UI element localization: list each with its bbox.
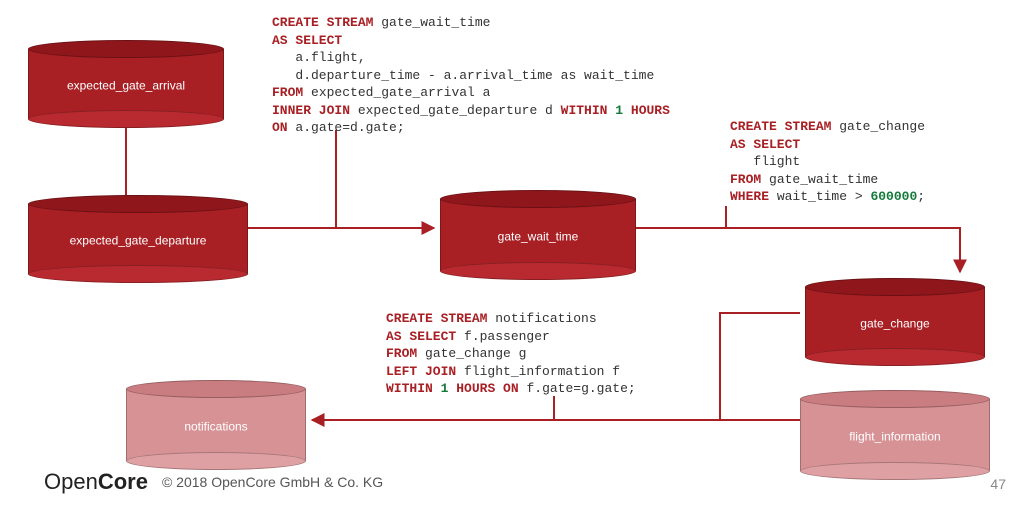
- logo-icon: [10, 468, 38, 496]
- cylinder-label-fi: flight_information: [800, 429, 990, 443]
- cylinder-label-ega: expected_gate_arrival: [28, 78, 224, 92]
- cylinder-ega: expected_gate_arrival: [28, 40, 224, 128]
- edge-3: [636, 228, 960, 272]
- cylinder-not: notifications: [126, 380, 306, 470]
- cylinder-label-gc: gate_change: [805, 316, 985, 330]
- cylinder-gc: gate_change: [805, 278, 985, 366]
- cylinder-egd: expected_gate_departure: [28, 195, 248, 283]
- brand-core: Core: [98, 469, 148, 494]
- code-notifications: CREATE STREAM notificationsAS SELECT f.p…: [386, 310, 636, 398]
- cylinder-label-not: notifications: [126, 419, 306, 433]
- footer: OpenCore © 2018 OpenCore GmbH & Co. KG: [10, 468, 383, 496]
- brand-logo: OpenCore: [10, 468, 148, 496]
- cylinder-label-egd: expected_gate_departure: [28, 233, 248, 247]
- page-number: 47: [990, 476, 1006, 492]
- code-gate-wait-time: CREATE STREAM gate_wait_timeAS SELECT a.…: [272, 14, 670, 137]
- cylinder-fi: flight_information: [800, 390, 990, 480]
- copyright-text: © 2018 OpenCore GmbH & Co. KG: [162, 474, 383, 490]
- cylinder-gwt: gate_wait_time: [440, 190, 636, 280]
- code-gate-change: CREATE STREAM gate_changeAS SELECT fligh…: [730, 118, 925, 206]
- brand-open: Open: [44, 469, 98, 494]
- cylinder-label-gwt: gate_wait_time: [440, 229, 636, 243]
